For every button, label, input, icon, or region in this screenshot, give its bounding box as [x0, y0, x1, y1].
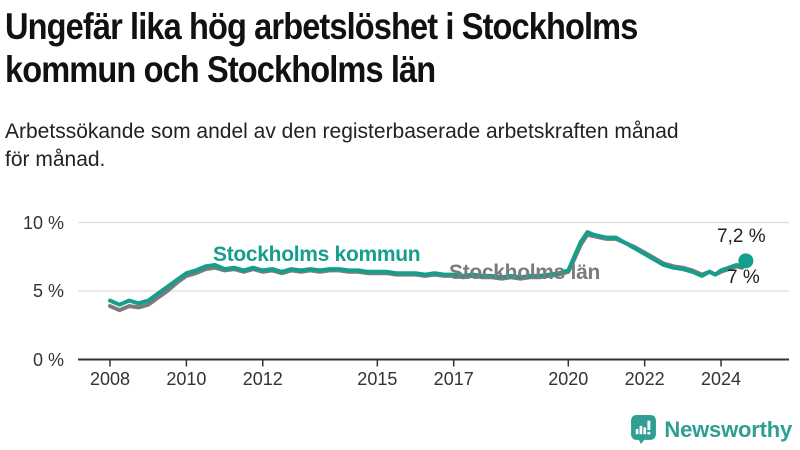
chart-subtitle: Arbetssökande som andel av den registerb…	[5, 120, 679, 172]
x-tick-label: 2017	[433, 369, 474, 389]
chart-title: Ungefär lika hög arbetslöshet i Stockhol…	[5, 6, 638, 90]
brand-name: Newsworthy	[664, 416, 792, 442]
x-tick-label: 2020	[548, 369, 589, 389]
newsworthy-logo-icon	[631, 415, 657, 444]
end-value-label-kommun: 7,2 %	[717, 226, 766, 247]
x-tick-label: 2010	[166, 369, 207, 389]
brand-footer-link[interactable]: Newsworthy	[631, 415, 792, 444]
y-tick-label: 0 %	[32, 349, 64, 370]
end-value-label-lan: 7 %	[727, 267, 760, 288]
x-tick-label: 2015	[357, 369, 398, 389]
series-label-stockholms-kommun: Stockholms kommun	[213, 243, 421, 266]
series-line-kommun	[108, 230, 748, 307]
x-tick-label: 2024	[701, 369, 742, 389]
x-tick-label: 2022	[624, 369, 665, 389]
y-tick-label: 10 %	[22, 212, 64, 233]
x-tick-label: 2008	[89, 369, 131, 389]
x-tick-label: 2012	[242, 369, 283, 389]
series-label-stockholms-lan: Stockholms län	[449, 261, 601, 284]
latest-value-dot	[738, 253, 754, 269]
y-tick-label: 5 %	[32, 281, 64, 301]
